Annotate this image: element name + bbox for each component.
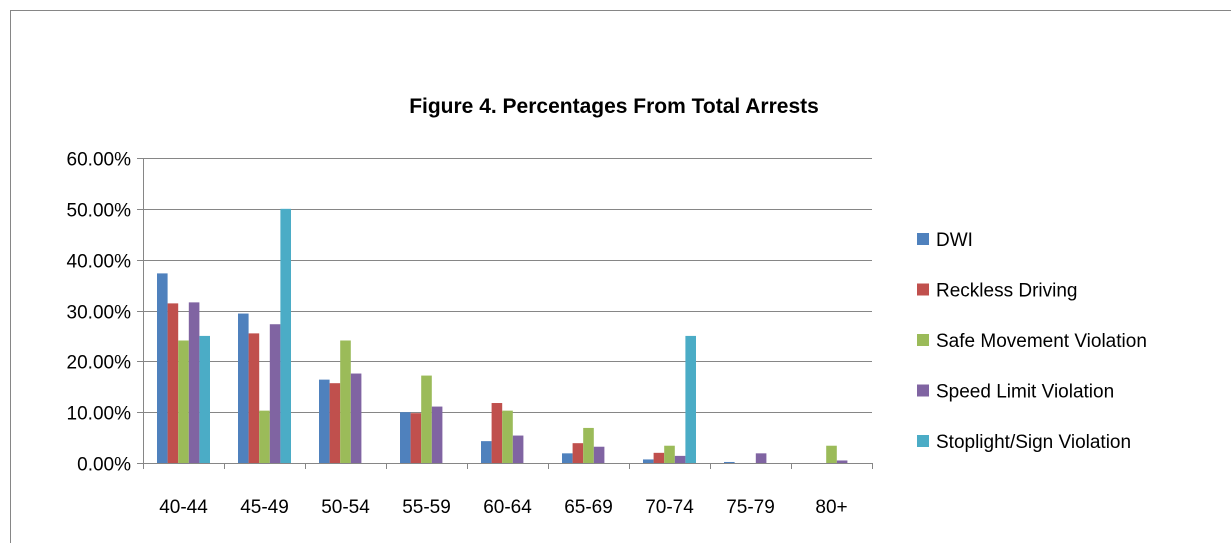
- legend-label: Speed Limit Violation: [936, 382, 1114, 403]
- bar: [340, 340, 351, 463]
- y-tick-label: 10.00%: [67, 404, 132, 425]
- bar: [594, 447, 605, 463]
- bar: [249, 333, 260, 463]
- legend-label: DWI: [936, 230, 973, 251]
- x-tick-label: 55-59: [402, 497, 451, 518]
- bar: [259, 411, 270, 463]
- bar: [351, 374, 362, 463]
- x-tick-label: 80+: [815, 497, 847, 518]
- legend: DWI Reckless Driving Safe Movement Violati…: [917, 230, 1147, 453]
- legend-label: Reckless Driving: [936, 281, 1077, 302]
- x-axis-tick-labels: 40-44 45-49 50-54 55-59 60-64 65-69 70-74 75-79…: [159, 497, 847, 518]
- legend-swatch: [917, 284, 929, 296]
- bar: [199, 336, 210, 463]
- chart-title: Figure 4. Percentages From Total Arrests: [409, 95, 819, 118]
- y-tick-label: 40.00%: [67, 252, 132, 273]
- x-tick-label: 50-54: [321, 497, 370, 518]
- bar: [724, 462, 735, 463]
- y-tick-label: 0.00%: [77, 455, 131, 476]
- legend-swatch: [917, 233, 929, 245]
- x-tick-label: 75-79: [726, 497, 775, 518]
- bar: [421, 376, 432, 463]
- legend-swatch: [917, 334, 929, 346]
- bar: [837, 460, 848, 463]
- x-tick-label: 45-49: [240, 497, 289, 518]
- bar: [157, 273, 168, 463]
- bar: [481, 441, 492, 463]
- x-tick-label: 70-74: [645, 497, 694, 518]
- y-tick-label: 30.00%: [67, 303, 132, 324]
- bar: [178, 340, 189, 463]
- x-tick-label: 60-64: [483, 497, 532, 518]
- bar: [411, 413, 422, 463]
- bar: [643, 459, 654, 463]
- bar: [562, 453, 573, 463]
- bar: [319, 380, 330, 463]
- bar: [270, 324, 281, 463]
- bar: [280, 209, 291, 463]
- bar: [654, 453, 665, 463]
- bar: [492, 403, 503, 463]
- bar: [583, 428, 594, 463]
- bars: [157, 209, 847, 463]
- bar: [432, 407, 443, 463]
- bar: [330, 383, 341, 463]
- bar: [238, 314, 249, 463]
- x-tick-label: 40-44: [159, 497, 208, 518]
- bar: [513, 436, 524, 463]
- legend-label: Safe Movement Violation: [936, 331, 1147, 352]
- x-tick-label: 65-69: [564, 497, 613, 518]
- y-axis-tick-labels: 60.00% 50.00% 40.00% 30.00% 20.00% 10.00% 0.00…: [67, 150, 132, 476]
- bar: [400, 412, 411, 463]
- legend-swatch: [917, 385, 929, 397]
- y-tick-label: 60.00%: [67, 150, 132, 171]
- bar: [664, 446, 675, 463]
- bar: [685, 336, 696, 463]
- bar: [189, 302, 200, 463]
- y-tick-label: 50.00%: [67, 201, 132, 222]
- bar: [168, 303, 179, 463]
- legend-swatch: [917, 435, 929, 447]
- legend-label: Stoplight/Sign Violation: [936, 432, 1131, 453]
- bar: [502, 411, 513, 463]
- bar: [675, 456, 686, 463]
- bar: [826, 446, 837, 463]
- y-tick-label: 20.00%: [67, 353, 132, 374]
- bar: [573, 443, 584, 463]
- bar: [756, 453, 767, 463]
